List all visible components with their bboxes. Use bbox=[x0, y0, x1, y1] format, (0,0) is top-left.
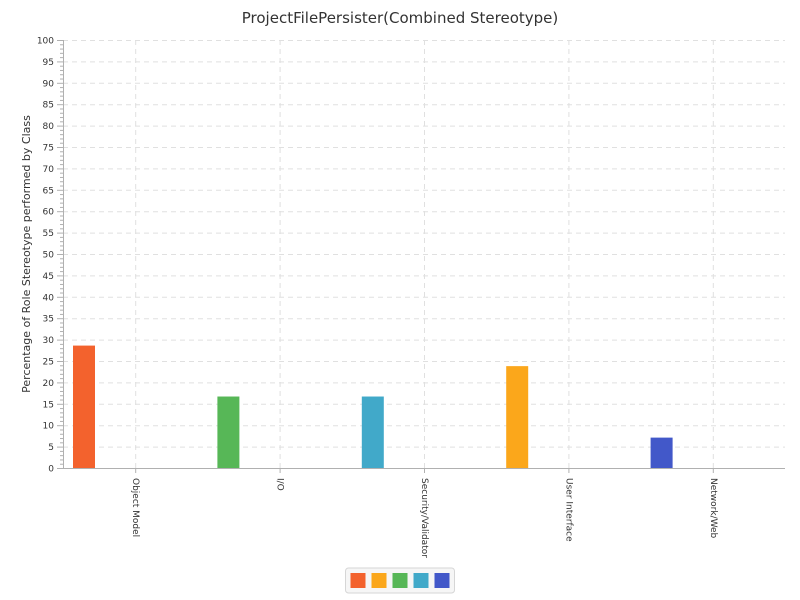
legend-swatch bbox=[350, 573, 366, 588]
bar bbox=[73, 345, 95, 468]
y-tick-label: 85 bbox=[43, 101, 54, 111]
y-tick-label: 100 bbox=[37, 37, 54, 47]
y-tick-label: 40 bbox=[43, 293, 55, 303]
y-tick-label: 55 bbox=[43, 229, 54, 239]
y-tick-label: 60 bbox=[43, 208, 55, 218]
x-category-label: Object Model bbox=[130, 478, 140, 537]
chart-title: ProjectFilePersister(Combined Stereotype… bbox=[242, 9, 558, 27]
bar bbox=[650, 437, 673, 468]
x-category-label: User Interface bbox=[563, 478, 573, 542]
x-category-label: Security/Validator bbox=[419, 478, 429, 558]
y-tick-label: 0 bbox=[48, 465, 54, 475]
legend-swatch bbox=[434, 573, 450, 588]
bars bbox=[73, 345, 673, 468]
y-tick-label: 75 bbox=[43, 144, 54, 154]
y-tick-label: 65 bbox=[43, 186, 54, 196]
y-tick-label: 15 bbox=[43, 400, 54, 410]
grid-lines bbox=[63, 40, 785, 468]
y-axis-label: Percentage of Role Stereotype performed … bbox=[20, 115, 33, 393]
y-tick-label: 95 bbox=[43, 58, 54, 68]
legend bbox=[345, 567, 455, 594]
bar bbox=[217, 396, 240, 468]
y-tick-label: 70 bbox=[43, 165, 55, 175]
y-tick-label: 25 bbox=[43, 358, 54, 368]
y-tick-label: 50 bbox=[43, 251, 55, 261]
y-tick-label: 45 bbox=[43, 272, 54, 282]
legend-swatch bbox=[371, 573, 387, 588]
y-tick-label: 80 bbox=[43, 122, 55, 132]
y-tick-label: 35 bbox=[43, 315, 54, 325]
y-tick-label: 30 bbox=[43, 336, 55, 346]
y-axis-ticks: 0 5 10 15 20 25 30 35 40 45 50 55 60 65 70 75 80 85 90 95 10… bbox=[37, 37, 63, 475]
y-tick-label: 10 bbox=[43, 422, 55, 432]
bar bbox=[361, 396, 384, 468]
y-tick-label: 5 bbox=[48, 443, 54, 453]
x-axis-ticks: Object Model I/O Security/Validator User In… bbox=[130, 468, 718, 558]
y-tick-label: 90 bbox=[43, 79, 55, 89]
legend-swatch bbox=[392, 573, 408, 588]
bar bbox=[506, 366, 529, 468]
x-category-label: I/O bbox=[275, 478, 285, 491]
x-category-label: Network/Web bbox=[708, 478, 718, 539]
y-tick-label: 20 bbox=[43, 379, 55, 389]
legend-swatch bbox=[413, 573, 429, 588]
